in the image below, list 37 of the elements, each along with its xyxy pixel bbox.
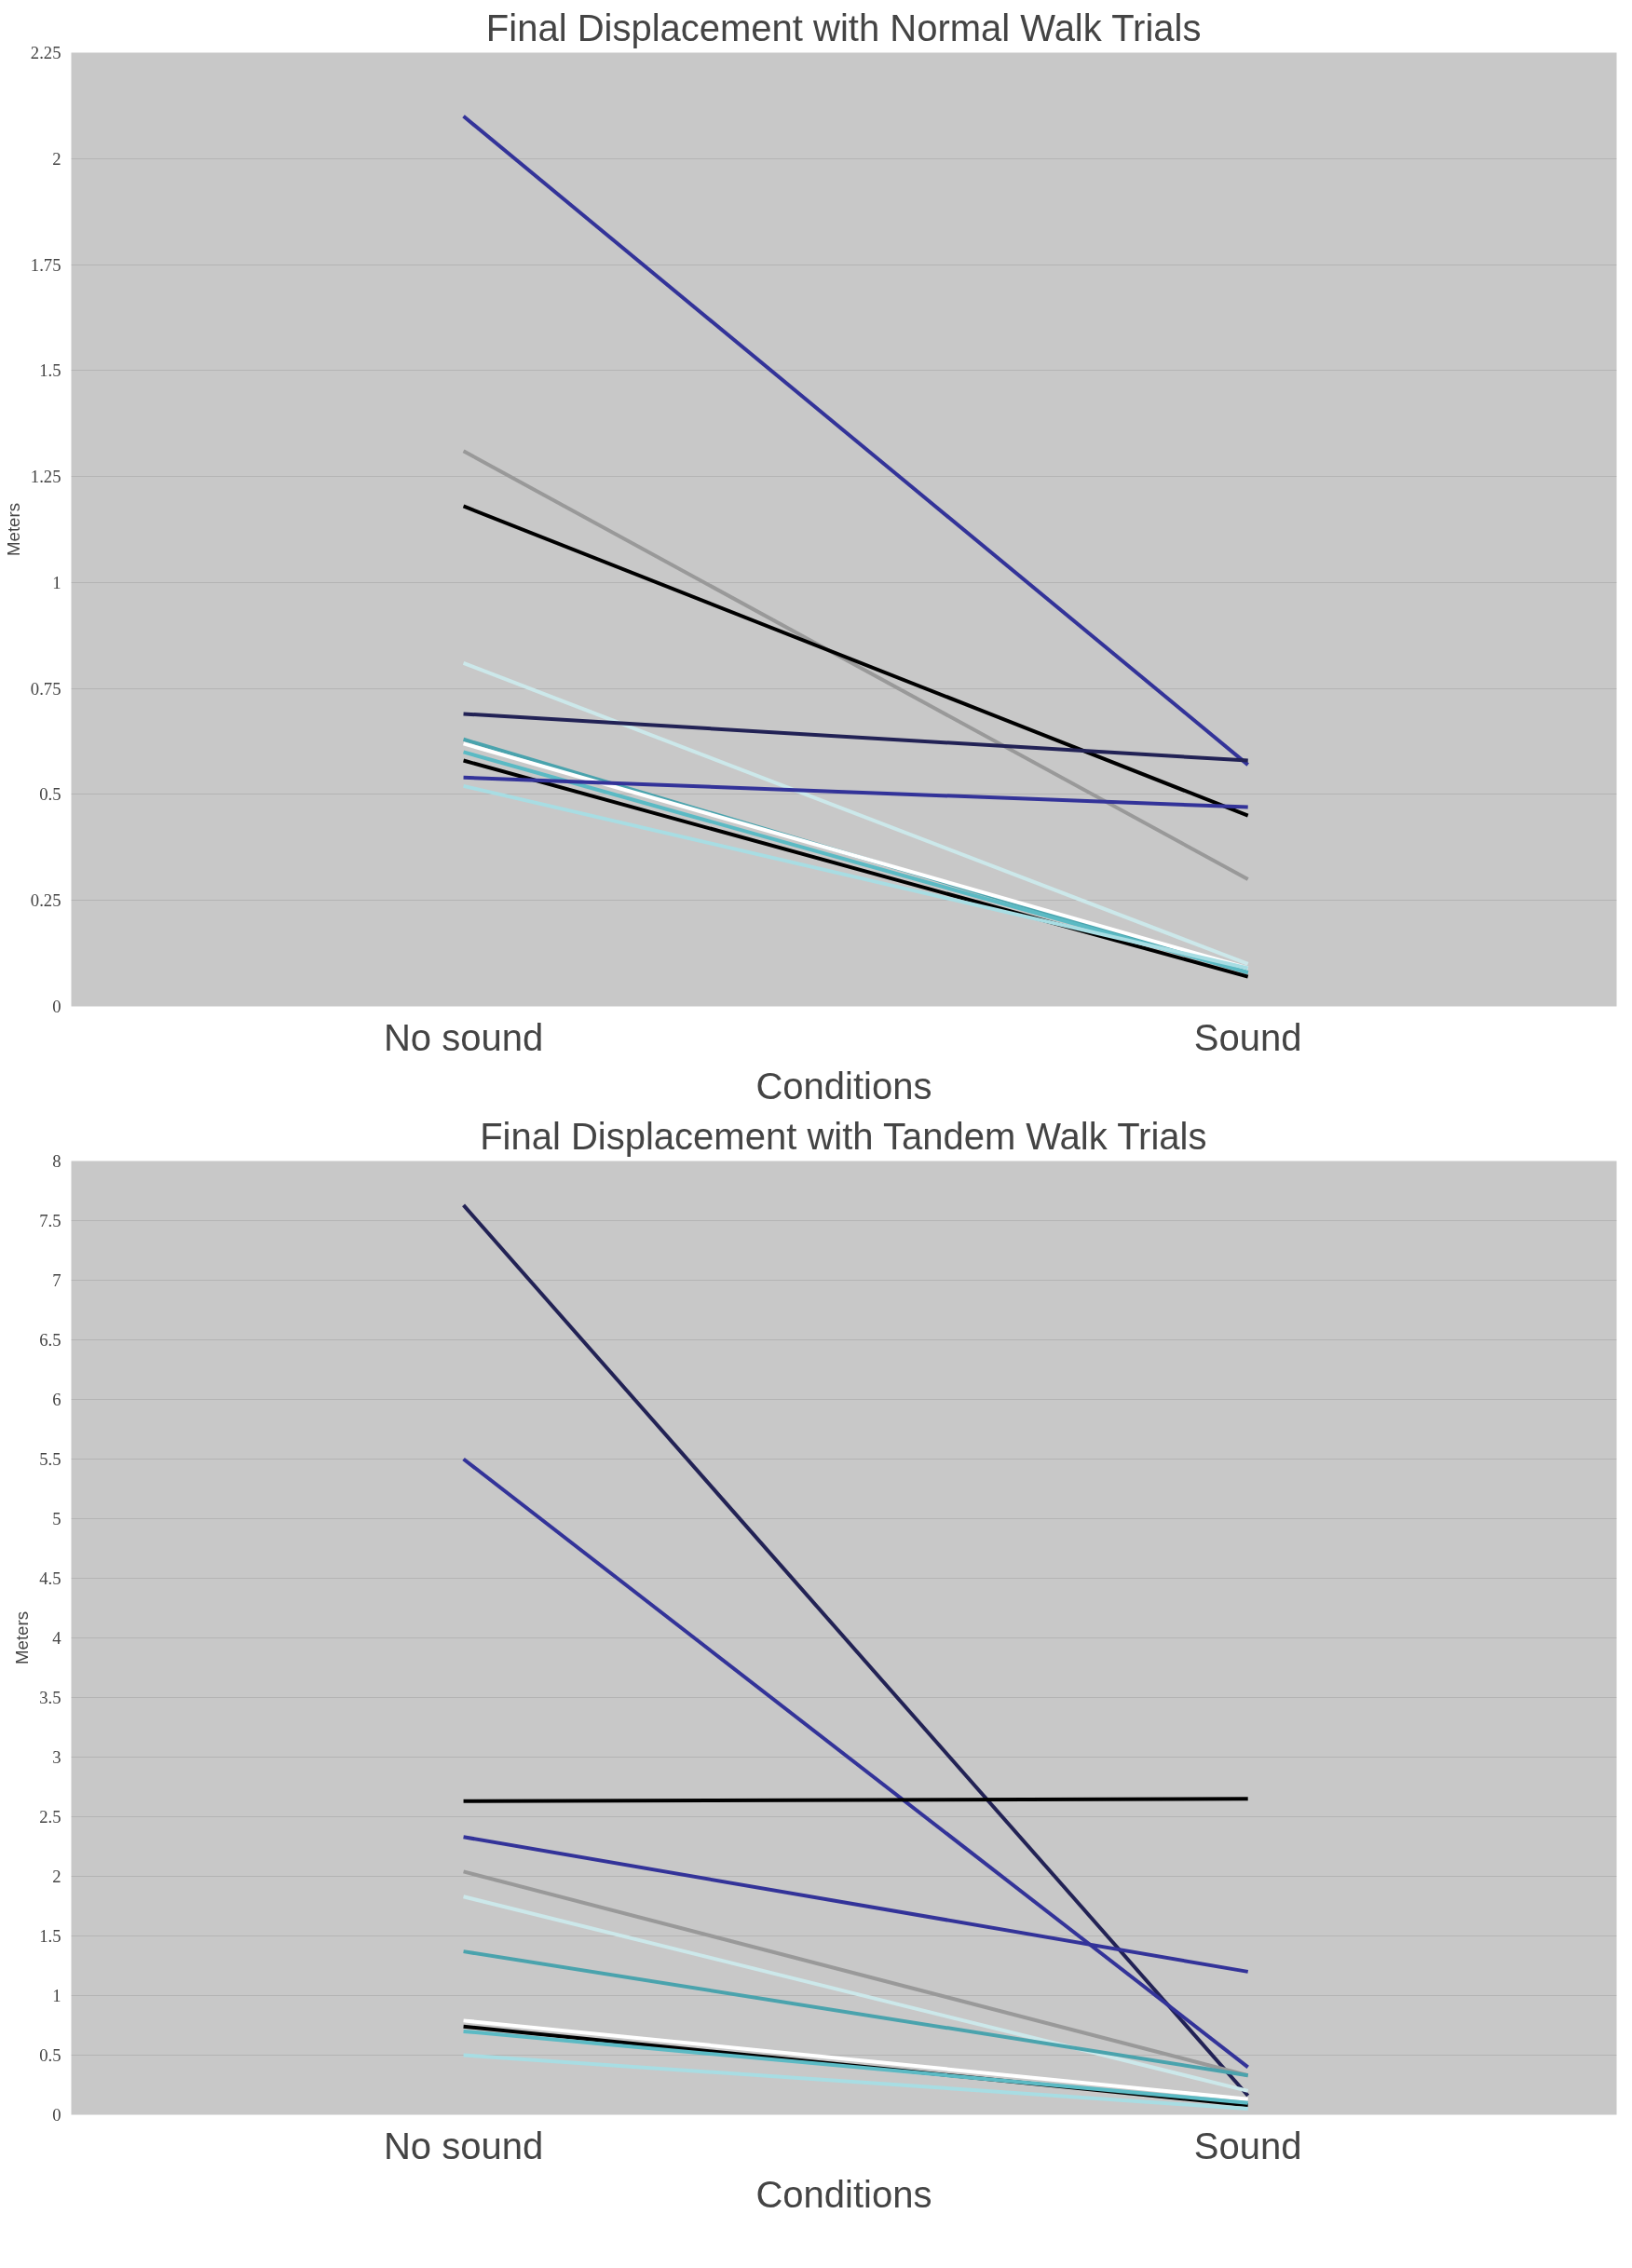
y-tick-label: 0.5 [39,784,61,805]
y-tick-label: 7 [52,1270,61,1290]
y-tick-label: 0.75 [30,678,61,699]
y-tick-label: 1.5 [39,360,61,381]
y-tick-label: 3 [52,1747,61,1767]
y-tick-label: 3.5 [39,1688,61,1707]
y-tick-label: 0.25 [30,890,61,911]
x-tick-label: Sound [1193,2125,1302,2166]
y-tick-label: 7.5 [39,1211,61,1230]
y-tick-label: 6.5 [39,1330,61,1350]
y-axis-title: Meters [12,1610,33,1665]
y-tick-label: 1 [52,1986,61,2005]
y-tick-label: 4.5 [39,1569,61,1588]
y-tick-label: 4 [52,1628,62,1648]
y-tick-label: 5.5 [39,1449,61,1469]
y-tick-label: 2.25 [30,43,61,62]
y-tick-label: 2.5 [39,1807,61,1827]
y-tick-label: 2 [52,148,61,169]
y-tick-label: 1 [52,572,61,592]
y-tick-label: 6 [52,1390,61,1409]
x-tick-label: Sound [1193,1016,1302,1058]
x-tick-label: No sound [383,2125,544,2166]
y-tick-label: 1.75 [30,254,61,275]
x-tick-label: No sound [383,1016,544,1058]
y-axis-title: Meters [3,502,23,557]
y-tick-label: 1.25 [30,467,61,487]
x-axis-title: Conditions [755,1065,932,1107]
y-tick-label: 8 [52,1151,61,1171]
y-tick-label: 1.5 [39,1926,61,1946]
y-tick-label: 0 [52,2105,61,2125]
y-tick-label: 0 [52,997,61,1016]
x-axis-title: Conditions [755,2173,932,2215]
chart-title: Final Displacement with Tandem Walk Trials [480,1115,1207,1157]
y-tick-label: 2 [52,1867,61,1886]
y-tick-label: 0.5 [39,2045,61,2065]
y-tick-label: 5 [52,1509,61,1528]
chart-title: Final Displacement with Normal Walk Trials [485,7,1202,48]
